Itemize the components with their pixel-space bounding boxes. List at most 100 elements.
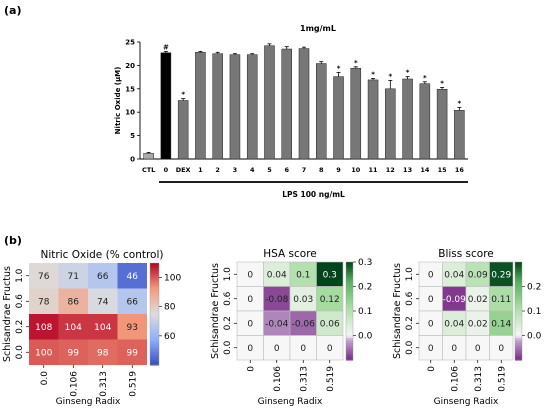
colorbar-segment	[346, 262, 353, 266]
colorbar-segment	[515, 274, 522, 278]
cell-value: 0.11	[491, 295, 511, 305]
bar-1	[195, 52, 206, 160]
x-tick-label: 0.106	[450, 366, 460, 392]
colorbar-segment	[346, 335, 353, 339]
bar-12	[385, 88, 396, 160]
colorbar-segment	[346, 325, 353, 329]
y-axis-label: Schisandrae Fructus	[2, 266, 13, 362]
cell-value: 0.14	[491, 320, 511, 330]
colorbar-segment	[346, 293, 353, 297]
colorbar-segment	[515, 286, 522, 290]
y-tick-label: 1.0	[223, 267, 233, 282]
y-tick-label: 0.2	[405, 316, 415, 330]
colorbar-segment	[150, 263, 159, 267]
colorbar-segment	[150, 265, 159, 269]
x-tick-label: 8	[319, 166, 324, 174]
y-tick-label: 0	[130, 156, 135, 164]
cell-value: 104	[94, 323, 111, 333]
x-tick-label: 0.106	[69, 371, 79, 397]
colorbar-segment	[515, 347, 522, 351]
cell-value: 0	[498, 344, 504, 354]
cell-value: 98	[97, 349, 109, 359]
x-tick-label: 7	[302, 166, 307, 174]
bar-8	[316, 63, 327, 160]
y-tick-label: 0.2	[15, 320, 25, 334]
heatmap-cell	[88, 288, 118, 314]
bar-5	[264, 45, 275, 160]
colorbar-segment	[346, 291, 353, 295]
y-tick-label: 0.6	[15, 294, 25, 309]
colorbar-segment	[150, 321, 159, 325]
cell-value: 0	[475, 344, 481, 354]
cell-value: 0.02	[468, 320, 488, 330]
y-tick-label: 10	[125, 109, 135, 117]
colorbar-tick-label: 0.1	[358, 307, 372, 317]
y-tick-label: 15	[125, 85, 135, 93]
y-tick-label: 5	[130, 132, 135, 140]
heatmap-cell	[88, 339, 118, 365]
colorbar-segment	[150, 339, 159, 343]
cell-value: 78	[38, 298, 50, 308]
colorbar-tick-label: 0.2	[527, 283, 541, 293]
colorbar-tick-label: 0.1	[527, 307, 541, 317]
colorbar-segment	[346, 303, 353, 307]
cell-value: 0.03	[293, 295, 313, 305]
colorbar-segment	[150, 344, 159, 348]
colorbar-segment	[150, 268, 159, 272]
colorbar-segment	[346, 264, 353, 268]
colorbar-segment	[346, 311, 353, 315]
colorbar-segment	[150, 316, 159, 320]
colorbar-segment	[346, 313, 353, 317]
cell-value: 0	[247, 271, 253, 281]
colorbar-segment	[515, 340, 522, 344]
colorbar-segment	[346, 352, 353, 356]
cell-value: 0	[300, 344, 306, 354]
cell-value: 0	[428, 295, 434, 305]
colorbar-segment	[150, 324, 159, 328]
colorbar-segment	[150, 270, 159, 274]
y-tick-label: 0.6	[223, 291, 233, 306]
x-tick-label: 0	[427, 366, 437, 372]
colorbar-segment	[150, 273, 159, 277]
colorbar-segment	[346, 284, 353, 288]
heatmap-cell	[88, 314, 118, 340]
y-tick-label: 1.0	[405, 267, 415, 282]
colorbar-segment	[515, 337, 522, 341]
colorbar-segment	[346, 276, 353, 280]
colorbar-frame	[149, 262, 160, 366]
cell-value: 0	[327, 344, 333, 354]
heatmap-cell	[88, 263, 118, 289]
colorbar-segment	[515, 298, 522, 302]
chart-title: 1mg/mL	[300, 24, 336, 33]
colorbar-segment	[346, 350, 353, 354]
bar-2	[212, 53, 223, 160]
colorbar-segment	[346, 355, 353, 359]
heatmap-cell	[316, 310, 344, 336]
cell-value: 0.04	[267, 271, 287, 281]
colorbar-segment	[515, 281, 522, 285]
colorbar-segment	[150, 319, 159, 323]
colorbar-segment	[515, 296, 522, 300]
x-tick-label: 0	[246, 366, 256, 372]
significance-mark: *	[354, 59, 358, 67]
x-tick-label: 10	[351, 166, 361, 174]
colorbar-segment	[346, 308, 353, 312]
colorbar-segment	[346, 296, 353, 300]
heatmap-title: Nitric Oxide (% control)	[41, 249, 164, 261]
colorbar-segment	[346, 281, 353, 285]
colorbar-segment	[515, 345, 522, 349]
bar-10	[350, 67, 362, 160]
x-tick-label: 1	[198, 166, 203, 174]
bar-13	[402, 78, 413, 160]
heatmap-cell	[236, 335, 264, 361]
bar-3	[229, 54, 241, 160]
colorbar-segment	[150, 288, 159, 292]
x-tick-label: 16	[455, 166, 465, 174]
colorbar-segment	[346, 323, 353, 327]
heatmap-cell	[58, 263, 88, 289]
nitric-oxide-heatmap: Nitric Oxide (% control) 76 71 66 46 78 86 74 66…	[2, 249, 181, 407]
colorbar-tick-label: 60	[164, 332, 176, 342]
y-tick-label: 0.0	[223, 340, 233, 355]
x-tick-label: 0.0	[40, 371, 50, 386]
